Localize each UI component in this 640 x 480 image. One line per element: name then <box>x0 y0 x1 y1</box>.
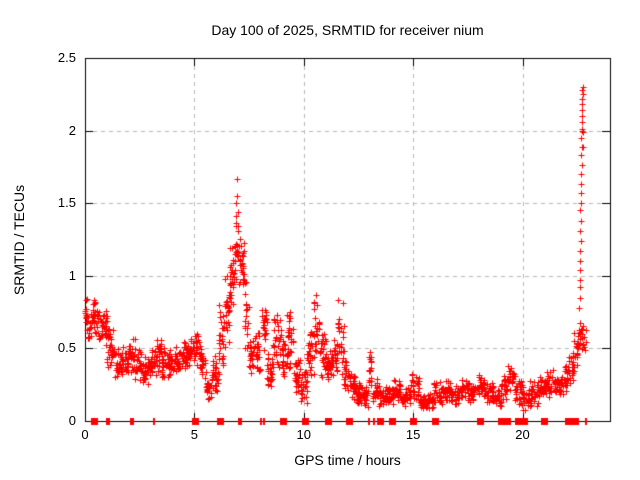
y-axis-label: SRMTID / TECUs <box>11 184 27 296</box>
x-axis-label: GPS time / hours <box>294 452 401 468</box>
x-tick-label: 15 <box>405 427 421 442</box>
y-tick-label: 2.5 <box>57 50 76 65</box>
x-tick-label: 10 <box>296 427 311 442</box>
x-tick-label: 5 <box>190 427 198 442</box>
y-tick-label: 2 <box>68 122 76 138</box>
y-tick-label: 0 <box>68 413 76 428</box>
y-tick-label: 1.5 <box>57 195 76 211</box>
x-tick-label: 20 <box>515 427 530 442</box>
chart-title: Day 100 of 2025, SRMTID for receiver niu… <box>211 22 484 38</box>
x-tick-label: 0 <box>81 427 89 442</box>
y-tick-label: 1 <box>68 267 76 283</box>
y-tick-label: 0.5 <box>57 340 76 356</box>
